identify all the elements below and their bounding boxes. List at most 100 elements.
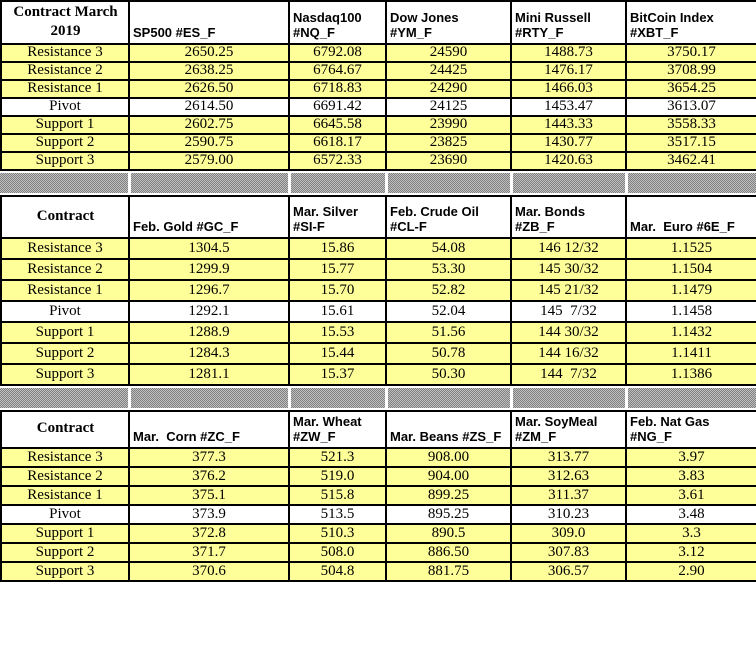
value-cell: 1284.3 <box>128 341 290 365</box>
value-cell: 3462.41 <box>625 150 756 171</box>
table-row: Resistance 1 1296.7 15.70 52.82 145 21/32 1.1… <box>0 278 756 302</box>
value-cell: 23690 <box>385 150 512 171</box>
value-cell: 513.5 <box>288 503 387 525</box>
row-label-cell: Support 3 <box>0 150 130 171</box>
value-cell: 15.37 <box>288 362 387 386</box>
value-cell: 1296.7 <box>128 278 290 302</box>
value-cell: 370.6 <box>128 560 290 582</box>
value-cell: 144 7/32 <box>510 362 627 386</box>
pivot-table-commodities: Contract Feb. Gold #GC_F Mar. Silver #SI-F… <box>0 194 756 386</box>
value-cell: 1304.5 <box>128 236 290 260</box>
column-header-cell: Mar. Beans #ZS_F <box>385 409 512 449</box>
value-cell: 375.1 <box>128 484 290 506</box>
value-cell: 6691.42 <box>288 96 387 117</box>
value-cell: 1.1525 <box>625 236 756 260</box>
table-row: Resistance 3 377.3 521.3 908.00 313.77 3.97 <box>0 446 756 468</box>
value-cell: 376.2 <box>128 465 290 487</box>
value-cell: 146 12/32 <box>510 236 627 260</box>
value-cell: 6618.17 <box>288 132 387 153</box>
column-header-cell: Mar. SoyMeal #ZM_F <box>510 409 627 449</box>
table-row: Support 1 2602.75 6645.58 23990 1443.33 3558.… <box>0 114 756 135</box>
column-header-cell: Feb. Gold #GC_F <box>128 194 290 239</box>
value-cell: 15.44 <box>288 341 387 365</box>
value-cell: 372.8 <box>128 522 290 544</box>
value-cell: 2638.25 <box>128 60 290 81</box>
value-cell: 508.0 <box>288 541 387 563</box>
value-cell: 1288.9 <box>128 320 290 344</box>
value-cell: 3.3 <box>625 522 756 544</box>
value-cell: 377.3 <box>128 446 290 468</box>
value-cell: 52.04 <box>385 299 512 323</box>
corner-label-cell: Contract March 2019 <box>0 0 130 45</box>
table-row: Support 2 1284.3 15.44 50.78 144 16/32 1.1411 <box>0 341 756 365</box>
table-row: Resistance 2 1299.9 15.77 53.30 145 30/32 1.1… <box>0 257 756 281</box>
value-cell: 2626.50 <box>128 78 290 99</box>
separator-gray-cell <box>128 172 288 193</box>
value-cell: 2602.75 <box>128 114 290 135</box>
value-cell: 904.00 <box>385 465 512 487</box>
table-row: Support 1 372.8 510.3 890.5 309.0 3.3 <box>0 522 756 544</box>
value-cell: 145 21/32 <box>510 278 627 302</box>
table-row: Support 2 2590.75 6618.17 23825 1430.77 3517.… <box>0 132 756 153</box>
value-cell: 3517.15 <box>625 132 756 153</box>
separator-gray-cell <box>510 387 625 408</box>
corner-label-cell: Contract <box>0 194 130 239</box>
corner-label-cell: Contract <box>0 409 130 449</box>
row-label-cell: Support 3 <box>0 560 130 582</box>
column-header-cell: Mar. Wheat #ZW_F <box>288 409 387 449</box>
value-cell: 1.1458 <box>625 299 756 323</box>
table-row: Resistance 1 375.1 515.8 899.25 311.37 3.61 <box>0 484 756 506</box>
table-row: Resistance 2 2638.25 6764.67 24425 1476.17 37… <box>0 60 756 81</box>
value-cell: 54.08 <box>385 236 512 260</box>
value-cell: 1476.17 <box>510 60 627 81</box>
value-cell: 15.61 <box>288 299 387 323</box>
value-cell: 1.1504 <box>625 257 756 281</box>
value-cell: 3708.99 <box>625 60 756 81</box>
row-label-cell: Resistance 1 <box>0 484 130 506</box>
value-cell: 1.1479 <box>625 278 756 302</box>
row-label-cell: Pivot <box>0 299 130 323</box>
value-cell: 15.77 <box>288 257 387 281</box>
value-cell: 515.8 <box>288 484 387 506</box>
row-label-cell: Support 1 <box>0 522 130 544</box>
row-label-cell: Resistance 3 <box>0 42 130 63</box>
row-label-cell: Resistance 2 <box>0 465 130 487</box>
row-label-cell: Resistance 2 <box>0 257 130 281</box>
value-cell: 24425 <box>385 60 512 81</box>
row-label-cell: Pivot <box>0 503 130 525</box>
separator-gray-cell <box>0 387 128 408</box>
value-cell: 519.0 <box>288 465 387 487</box>
separator-gray-cell <box>625 172 756 193</box>
separator-band <box>0 170 756 195</box>
value-cell: 145 30/32 <box>510 257 627 281</box>
value-cell: 371.7 <box>128 541 290 563</box>
table-row: Support 1 1288.9 15.53 51.56 144 30/32 1.1432 <box>0 320 756 344</box>
value-cell: 312.63 <box>510 465 627 487</box>
value-cell: 15.70 <box>288 278 387 302</box>
table-row: Pivot 2614.50 6691.42 24125 1453.47 3613.07 <box>0 96 756 117</box>
table-row: Resistance 2 376.2 519.0 904.00 312.63 3.83 <box>0 465 756 487</box>
pivot-table-indices: Contract March 2019 SP500 #ES_F Nasdaq100 … <box>0 0 756 171</box>
value-cell: 1.1432 <box>625 320 756 344</box>
column-header-cell: Mar. Bonds #ZB_F <box>510 194 627 239</box>
value-cell: 24290 <box>385 78 512 99</box>
value-cell: 52.82 <box>385 278 512 302</box>
column-header-cell: Feb. Nat Gas #NG_F <box>625 409 756 449</box>
table-row: Pivot 373.9 513.5 895.25 310.23 3.48 <box>0 503 756 525</box>
separator-band <box>0 385 756 410</box>
value-cell: 1281.1 <box>128 362 290 386</box>
value-cell: 3750.17 <box>625 42 756 63</box>
value-cell: 3.83 <box>625 465 756 487</box>
value-cell: 1.1386 <box>625 362 756 386</box>
separator-gray-cell <box>288 387 385 408</box>
table-row: Support 3 370.6 504.8 881.75 306.57 2.90 <box>0 560 756 582</box>
value-cell: 311.37 <box>510 484 627 506</box>
column-header-cell: Mar. Euro #6E_F <box>625 194 756 239</box>
row-label-cell: Pivot <box>0 96 130 117</box>
header-row: Contract Mar. Corn #ZC_F Mar. Wheat #ZW_F M… <box>0 409 756 449</box>
table-row: Support 3 2579.00 6572.33 23690 1420.63 3462.… <box>0 150 756 171</box>
value-cell: 2614.50 <box>128 96 290 117</box>
value-cell: 3654.25 <box>625 78 756 99</box>
value-cell: 2590.75 <box>128 132 290 153</box>
value-cell: 3.97 <box>625 446 756 468</box>
